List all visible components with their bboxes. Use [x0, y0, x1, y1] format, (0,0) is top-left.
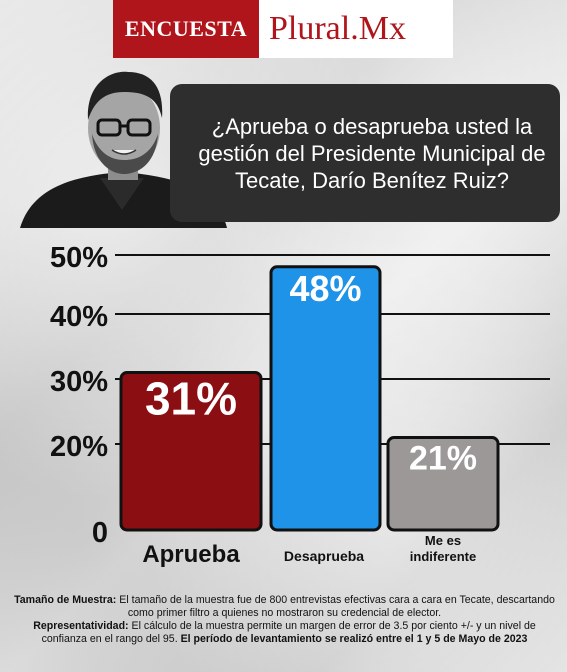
question-box: ¿Aprueba o desaprueba usted la gestión d…: [170, 84, 560, 222]
methodology-footnote: Tamaño de Muestra: El tamaño de la muest…: [12, 594, 557, 646]
category-label: Me es indiferente: [410, 533, 476, 564]
bar-value-label: 31%: [145, 373, 237, 425]
bar: [386, 436, 500, 532]
question-text: ¿Aprueba o desaprueba usted la gestión d…: [198, 113, 546, 193]
bar-value-label: 48%: [289, 268, 361, 309]
y-tick-label: 30%: [50, 366, 108, 398]
representativeness-text: El cálculo de la muestra permite un marg…: [41, 620, 536, 645]
category-label: Desaprueba: [284, 548, 364, 564]
bar-value-label: 21%: [409, 440, 477, 478]
sample-size-label: Tamaño de Muestra:: [14, 594, 117, 606]
bar: [119, 371, 263, 532]
category-label: Aprueba: [142, 541, 240, 568]
survey-period-text: El período de levantamiento se realizó e…: [180, 633, 528, 645]
brand-name: Plural.Mx: [259, 0, 453, 58]
sample-size-text: El tamaño de la muestra fue de 800 entre…: [119, 594, 555, 619]
y-tick-label: 20%: [50, 431, 108, 463]
brand-label: ENCUESTA: [113, 0, 259, 58]
representativeness-label: Representatividad:: [33, 620, 129, 632]
y-tick-label: 0: [92, 517, 108, 549]
brand-header: ENCUESTA Plural.Mx: [113, 0, 453, 58]
y-tick-label: 50%: [50, 242, 108, 274]
y-tick-label: 40%: [50, 301, 108, 333]
bar: [269, 265, 382, 532]
